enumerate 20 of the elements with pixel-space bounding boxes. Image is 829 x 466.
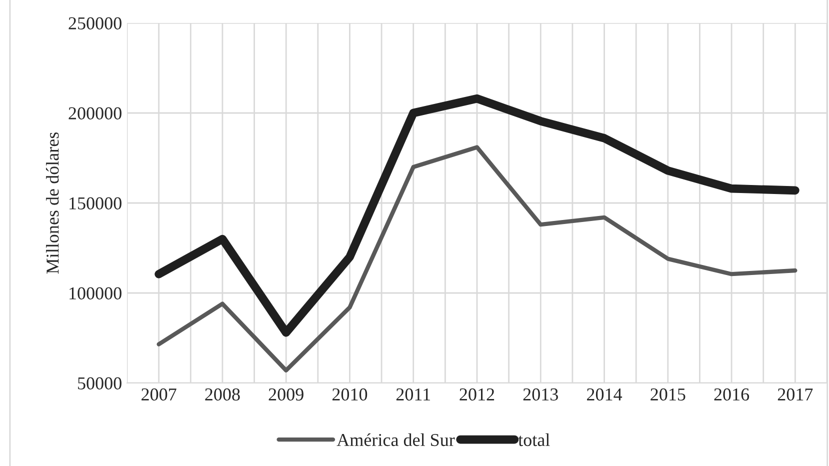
x-tick-label: 2016 <box>714 388 750 401</box>
x-tick-label: 2014 <box>587 388 622 401</box>
x-tick-label: 2009 <box>268 388 304 401</box>
x-tick-label: 2015 <box>650 388 686 401</box>
x-tick-label: 2011 <box>396 388 430 401</box>
y-tick-label: 50000 <box>78 377 122 390</box>
x-tick-label: 2007 <box>142 388 176 401</box>
legend-label: total <box>518 433 550 446</box>
x-tick-label: 2008 <box>205 388 240 401</box>
legend-label: América del Sur <box>336 433 455 446</box>
x-tick-label: 2013 <box>523 388 558 401</box>
line-series <box>156 145 798 372</box>
y-tick-label: 100000 <box>70 287 122 300</box>
x-tick-label: 2010 <box>332 388 368 401</box>
y-tick-label: 150000 <box>70 197 122 210</box>
y-tick-label: 200000 <box>68 107 122 120</box>
x-tick-label: 2012 <box>460 388 494 401</box>
y-tick-label: 250000 <box>68 17 122 30</box>
y-axis-title: Millones de dólares <box>46 132 59 274</box>
x-tick-label: 2017 <box>778 388 813 401</box>
